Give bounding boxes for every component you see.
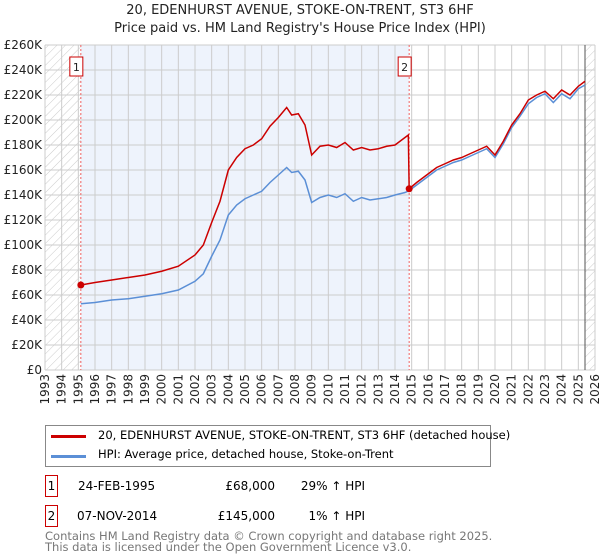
x-tick-label: 1997 [105,374,119,405]
transaction-row: 2 07-NOV-2014 £145,000 1% ↑ HPI [45,505,465,527]
x-tick-label: 2022 [521,374,535,405]
x-tick-label: 2018 [455,374,469,405]
y-tick-label: £120K [4,213,44,227]
y-tick-label: £40K [11,313,43,327]
marker-badge-label: 1 [73,61,80,74]
transaction-date: 24-FEB-1995 [78,479,156,493]
hatch-left [45,45,81,370]
x-tick-label: 2017 [438,374,452,405]
y-tick-label: £260K [4,38,44,52]
price-chart: 1993 1994 1995 1996 1997 1998 1999 2000 2001 2002… [4,38,600,405]
x-tick-label: 2011 [338,374,352,405]
legend-swatch-hpi [51,455,86,458]
x-tick-label: 2023 [538,374,552,405]
x-tick-label: 2005 [238,374,252,405]
transaction-hpi: 29% ↑ HPI [300,479,365,493]
marker-badge-label: 2 [401,61,408,74]
sale-point [405,185,413,193]
legend-label-hpi: HPI: Average price, detached house, Stok… [98,447,394,461]
x-tick-label: 2020 [488,374,502,405]
y-tick-label: £60K [11,288,43,302]
x-tick-label: 1996 [88,374,102,405]
legend: 20, EDENHURST AVENUE, STOKE-ON-TRENT, ST… [45,425,510,467]
property-line [80,80,586,286]
x-tick-label: 2007 [271,374,285,405]
marker-badge [69,56,84,77]
x-tick-label: 2008 [288,374,302,405]
transaction-row: 1 24-FEB-1995 £68,000 29% ↑ HPI [45,475,465,497]
x-tick-label: 2021 [505,374,519,405]
marker-badge [397,56,412,77]
y-tick-label: £80K [11,263,43,277]
transaction-date: 07-NOV-2014 [77,509,158,523]
legend-label-property: 20, EDENHURST AVENUE, STOKE-ON-TRENT, ST… [98,428,511,442]
y-tick-label: £100K [4,238,44,252]
footer-line: Contains HM Land Registry data © Crown c… [45,529,493,543]
x-tick-label: 1998 [121,374,135,405]
footer: Contains HM Land Registry data © Crown c… [45,529,493,554]
x-tick-label: 2006 [255,374,269,405]
y-tick-label: £0 [27,363,42,377]
x-tick-label: 2004 [221,374,235,405]
y-tick-label: £160K [4,163,44,177]
sale-point [77,281,85,289]
y-tick-label: £240K [4,63,44,77]
y-tick-label: £140K [4,188,44,202]
x-tick-label: 1993 [38,374,52,405]
x-tick-label: 1995 [71,374,85,405]
footer-line: This data is licensed under the Open Gov… [45,540,412,554]
x-tick-label: 2012 [355,374,369,405]
x-tick-label: 2014 [388,374,402,405]
transaction-price: £68,000 [225,479,275,493]
transaction-hpi: 1% ↑ HPI [308,509,365,523]
legend-swatch-property [51,435,86,438]
x-tick-label: 2024 [555,374,569,405]
x-tick-label: 2002 [188,374,202,405]
x-tick-label: 2016 [421,374,435,405]
y-tick-label: £180K [4,138,44,152]
y-tick-label: £200K [4,113,44,127]
y-tick-label: £220K [4,88,44,102]
x-tick-label: 2003 [205,374,219,405]
marker-badge: 1 [45,475,58,497]
hpi-line [80,84,586,305]
marker-badge: 2 [45,505,58,527]
x-tick-label: 2010 [321,374,335,405]
chart-title: 20, EDENHURST AVENUE, STOKE-ON-TRENT, ST… [126,3,474,18]
x-tick-label: 2026 [588,374,600,405]
transaction-price: £145,000 [217,509,275,523]
x-tick-label: 1999 [138,374,152,405]
x-tick-label: 1994 [55,374,69,405]
chart-subtitle: Price paid vs. HM Land Registry's House … [114,21,486,36]
x-tick-label: 2001 [171,374,185,405]
x-tick-label: 2019 [471,374,485,405]
x-tick-label: 2000 [155,374,169,405]
x-tick-label: 2015 [405,374,419,405]
y-tick-label: £20K [11,338,43,352]
x-tick-label: 2025 [571,374,585,405]
hatch-right [585,45,595,370]
x-tick-label: 2009 [305,374,319,405]
x-tick-label: 2013 [371,374,385,405]
